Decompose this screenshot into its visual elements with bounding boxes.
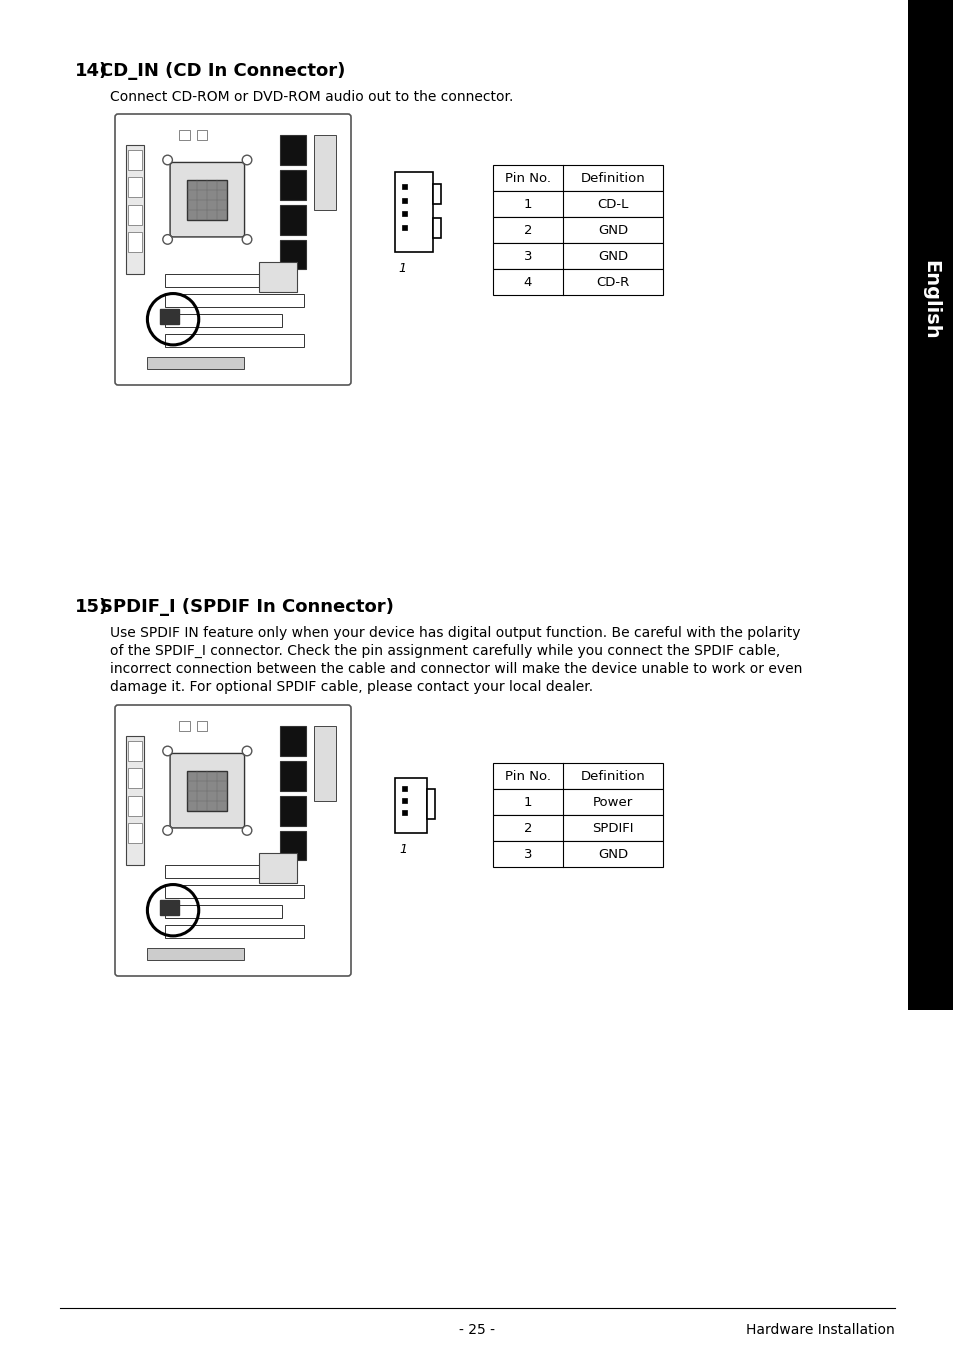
Bar [187, 770, 227, 811]
Bar [280, 726, 306, 756]
Bar [128, 741, 142, 761]
Text: 1: 1 [398, 844, 407, 856]
Bar [164, 334, 303, 347]
Text: Hardware Installation: Hardware Installation [745, 1323, 894, 1336]
Bar [401, 811, 407, 815]
Bar [493, 242, 662, 269]
Bar [280, 796, 306, 826]
Bar [314, 135, 335, 210]
FancyBboxPatch shape [115, 114, 351, 385]
Bar [126, 737, 144, 865]
Bar [401, 787, 407, 791]
Bar [401, 211, 407, 217]
Bar [258, 261, 297, 292]
Bar [128, 768, 142, 788]
Text: GND: GND [598, 223, 627, 237]
Text: 2: 2 [523, 223, 532, 237]
Bar [280, 204, 306, 234]
Bar [401, 198, 407, 203]
Text: 1: 1 [397, 263, 406, 275]
Text: CD-R: CD-R [596, 275, 629, 288]
FancyBboxPatch shape [115, 705, 351, 976]
Bar [493, 841, 662, 867]
Text: of the SPDIF_I connector. Check the pin assignment carefully while you connect t: of the SPDIF_I connector. Check the pin … [110, 645, 780, 658]
Text: SPDIFI: SPDIFI [592, 822, 633, 834]
Bar [314, 726, 335, 800]
Text: Power: Power [592, 796, 633, 808]
Text: 1: 1 [523, 198, 532, 210]
Text: 1: 1 [523, 796, 532, 808]
Bar [258, 853, 297, 883]
Bar [164, 865, 282, 877]
Text: 2: 2 [523, 822, 532, 834]
Bar [280, 169, 306, 199]
Bar [128, 823, 142, 844]
Text: Pin No.: Pin No. [504, 172, 551, 184]
Text: - 25 -: - 25 - [458, 1323, 495, 1336]
Bar [179, 720, 190, 731]
Bar [493, 815, 662, 841]
Text: Connect CD-ROM or DVD-ROM audio out to the connector.: Connect CD-ROM or DVD-ROM audio out to t… [110, 89, 513, 104]
Bar [148, 948, 243, 960]
Bar [160, 309, 179, 324]
Text: Definition: Definition [580, 172, 644, 184]
Bar [164, 886, 303, 898]
Text: incorrect connection between the cable and connector will make the device unable: incorrect connection between the cable a… [110, 662, 801, 676]
Bar [128, 150, 142, 169]
Bar [401, 184, 407, 190]
Bar [280, 240, 306, 269]
Bar [128, 177, 142, 198]
Bar [128, 204, 142, 225]
Bar [164, 275, 282, 287]
Bar [179, 130, 190, 139]
Bar [493, 217, 662, 242]
Text: English: English [921, 260, 940, 340]
Bar [493, 165, 662, 191]
Text: 4: 4 [523, 275, 532, 288]
Text: GND: GND [598, 848, 627, 861]
Text: GND: GND [598, 249, 627, 263]
Text: 3: 3 [523, 848, 532, 861]
Bar [164, 925, 303, 937]
Bar [126, 145, 144, 275]
Bar [907, 0, 953, 1010]
Bar [164, 294, 303, 307]
Bar [433, 184, 440, 204]
Bar [427, 789, 435, 819]
Text: CD_IN (CD In Connector): CD_IN (CD In Connector) [100, 62, 345, 80]
Text: SPDIF_I (SPDIF In Connector): SPDIF_I (SPDIF In Connector) [100, 598, 394, 616]
Bar [196, 720, 207, 731]
Bar [196, 130, 207, 139]
Bar [187, 180, 227, 219]
Bar [433, 218, 440, 238]
Bar [128, 796, 142, 815]
Text: 15): 15) [75, 598, 108, 616]
Bar [493, 269, 662, 295]
Bar [493, 789, 662, 815]
Text: Use SPDIF IN feature only when your device has digital output function. Be caref: Use SPDIF IN feature only when your devi… [110, 626, 800, 640]
Text: CD-L: CD-L [597, 198, 628, 210]
Bar [395, 779, 427, 833]
Bar [164, 906, 282, 918]
Text: 3: 3 [523, 249, 532, 263]
Bar [160, 900, 179, 915]
Bar [493, 191, 662, 217]
Bar [280, 135, 306, 165]
Text: 14): 14) [75, 62, 108, 80]
Bar [128, 232, 142, 252]
FancyBboxPatch shape [170, 753, 244, 827]
Bar [395, 172, 433, 252]
FancyBboxPatch shape [170, 162, 244, 237]
Bar [401, 799, 407, 803]
Bar [493, 764, 662, 789]
Text: Definition: Definition [580, 769, 644, 783]
Bar [148, 356, 243, 370]
Bar [164, 314, 282, 326]
Text: Pin No.: Pin No. [504, 769, 551, 783]
Bar [280, 830, 306, 860]
Text: damage it. For optional SPDIF cable, please contact your local dealer.: damage it. For optional SPDIF cable, ple… [110, 680, 593, 695]
Bar [280, 761, 306, 791]
Bar [401, 225, 407, 230]
